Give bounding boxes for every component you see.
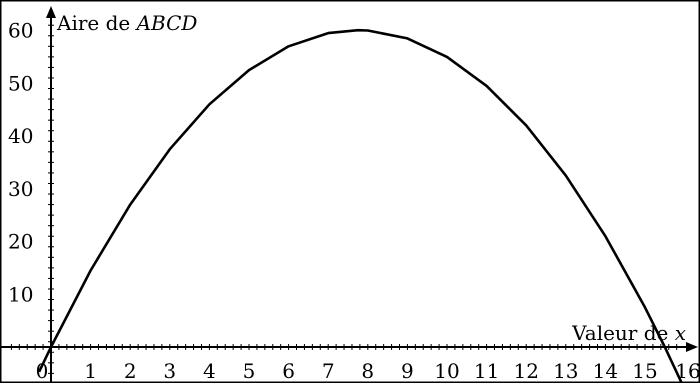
x-tick-label: 14 (593, 359, 618, 383)
x-tick-label: 13 (553, 359, 578, 383)
y-tick-label: 20 (8, 230, 33, 254)
x-tick-label: 11 (474, 359, 499, 383)
x-tick-label: 0 (36, 359, 49, 383)
x-tick-label: 4 (203, 359, 216, 383)
x-tick-label: 9 (401, 359, 414, 383)
y-tick-label: 50 (8, 71, 33, 95)
x-tick-label: 1 (84, 359, 97, 383)
y-tick-label: 10 (8, 282, 33, 306)
x-axis-label: Valeur de x (571, 321, 686, 345)
x-axis-arrow (686, 342, 698, 352)
x-tick-label: 10 (434, 359, 459, 383)
y-tick-labels: 10 20 30 40 50 60 (8, 19, 33, 307)
x-axis-label-variable: x (675, 321, 686, 345)
y-axis-label-variable: ABCD (135, 11, 198, 35)
area-curve (37, 28, 684, 383)
x-tick-label: 12 (513, 359, 538, 383)
y-axis-label: Aire de ABCD (56, 11, 197, 35)
y-tick-label: 60 (8, 19, 33, 43)
x-tick-label: 5 (243, 359, 256, 383)
y-tick-label: 40 (8, 124, 33, 148)
y-tick-label: 30 (8, 177, 33, 201)
x-tick-label: 2 (124, 359, 137, 383)
x-tick-label: 3 (163, 359, 176, 383)
x-tick-label: 6 (282, 359, 295, 383)
x-tick-label: 15 (632, 359, 657, 383)
y-axis-label-text: Aire de (56, 11, 137, 35)
x-tick-label: 7 (322, 359, 335, 383)
x-tick-label: 16 (675, 359, 700, 383)
x-tick-label: 8 (361, 359, 374, 383)
x-axis-label-text: Valeur de (571, 321, 675, 345)
y-axis-arrow (46, 6, 56, 18)
x-tick-labels: 0 1 2 3 4 5 6 7 8 9 10 11 12 13 14 15 16 (36, 359, 700, 383)
